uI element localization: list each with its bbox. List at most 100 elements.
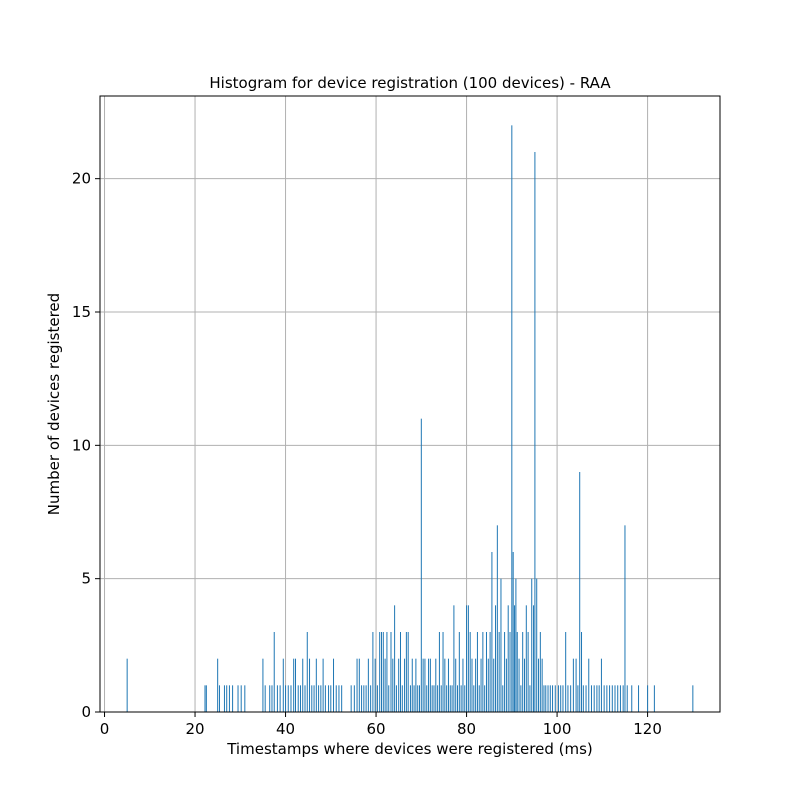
histogram-bar <box>484 685 486 712</box>
histogram-bar <box>581 632 583 712</box>
histogram-bar <box>467 605 469 712</box>
histogram-bar <box>304 685 306 712</box>
x-tick-label: 80 <box>457 720 476 738</box>
histogram-bar <box>533 605 535 712</box>
histogram-bar <box>622 685 624 712</box>
histogram-bar <box>293 658 295 712</box>
histogram-bar <box>126 658 128 712</box>
histogram-bar <box>527 632 529 712</box>
histogram-bar <box>372 632 374 712</box>
histogram-bar <box>464 685 466 712</box>
histogram-bar <box>428 658 430 712</box>
histogram-bar <box>420 418 422 712</box>
histogram-bar <box>205 685 207 712</box>
histogram-bar <box>480 658 482 712</box>
histogram-bar <box>606 685 608 712</box>
histogram-bar <box>593 685 595 712</box>
histogram-bar <box>455 658 457 712</box>
histogram-bar <box>401 685 403 712</box>
histogram-bar <box>538 658 540 712</box>
histogram-bar <box>433 685 435 712</box>
histogram-bar <box>426 685 428 712</box>
histogram-bar <box>449 685 451 712</box>
histogram-bar <box>322 658 324 712</box>
histogram-bar <box>520 685 522 712</box>
histogram-bar <box>297 685 299 712</box>
histogram-bar <box>438 632 440 712</box>
histogram-bar <box>413 685 415 712</box>
histogram-bar <box>335 685 337 712</box>
histogram-bar <box>382 632 384 712</box>
histogram-bar <box>350 685 352 712</box>
histogram-bar <box>500 578 502 712</box>
histogram-bar <box>290 685 292 712</box>
histogram-bar <box>462 658 464 712</box>
histogram-bar <box>282 658 284 712</box>
histogram-bar <box>422 658 424 712</box>
histogram-bar <box>358 658 360 712</box>
histogram-bar <box>367 658 369 712</box>
histogram-bar <box>363 685 365 712</box>
histogram-bar <box>244 685 246 712</box>
histogram-bar <box>353 685 355 712</box>
x-axis-label: Timestamps where devices were registered… <box>226 740 593 758</box>
histogram-bar <box>232 685 234 712</box>
histogram-bar <box>287 685 289 712</box>
histogram-bar <box>226 685 228 712</box>
histogram-bar <box>356 658 358 712</box>
histogram-bar <box>269 685 271 712</box>
histogram-bar <box>482 632 484 712</box>
histogram-bar <box>440 685 442 712</box>
histogram-bar <box>330 685 332 712</box>
y-tick-label: 10 <box>72 436 91 454</box>
histogram-bar <box>442 632 444 712</box>
histogram-bar <box>543 685 545 712</box>
histogram-bar <box>392 658 394 712</box>
histogram-bar <box>638 685 640 712</box>
x-tick-label: 100 <box>543 720 572 738</box>
histogram-bar <box>590 685 592 712</box>
histogram-bar <box>404 658 406 712</box>
histogram-bar <box>502 685 504 712</box>
histogram-bar <box>315 658 317 712</box>
histogram-bar <box>582 685 584 712</box>
x-tick-label: 120 <box>633 720 662 738</box>
histogram-bar <box>302 658 304 712</box>
histogram-bar <box>619 685 621 712</box>
histogram-bar <box>386 632 388 712</box>
histogram-bar <box>313 685 315 712</box>
histogram-bar <box>444 658 446 712</box>
histogram-bar <box>653 685 655 712</box>
histogram-bar <box>458 632 460 712</box>
y-tick-label: 20 <box>72 170 91 188</box>
histogram-bar <box>365 685 367 712</box>
histogram-bar <box>264 685 266 712</box>
histogram-bar <box>511 125 513 713</box>
histogram-bar <box>588 658 590 712</box>
histogram-bar <box>395 685 397 712</box>
histogram-bar <box>328 685 330 712</box>
histogram-bar <box>223 685 225 712</box>
histogram-bar <box>295 658 297 712</box>
histogram-bar <box>531 578 533 712</box>
histogram-bar <box>560 685 562 712</box>
histogram-bar <box>306 632 308 712</box>
histogram-bar <box>237 685 239 712</box>
histogram-bar <box>399 632 401 712</box>
histogram-bar <box>647 685 649 712</box>
histogram-bar <box>407 632 409 712</box>
histogram-bar <box>585 685 587 712</box>
histogram-bar <box>276 685 278 712</box>
axis-ticks: 0 20 40 60 80 100 120 0 5 10 15 20 <box>72 170 662 738</box>
histogram-bar <box>447 658 449 712</box>
histogram-bar <box>485 632 487 712</box>
histogram-bar <box>534 152 536 712</box>
histogram-bar <box>446 685 448 712</box>
histogram-bar <box>417 685 419 712</box>
histogram-bar <box>572 658 574 712</box>
histogram-bar <box>631 685 633 712</box>
histogram-bar <box>487 658 489 712</box>
histogram-bar <box>471 658 473 712</box>
